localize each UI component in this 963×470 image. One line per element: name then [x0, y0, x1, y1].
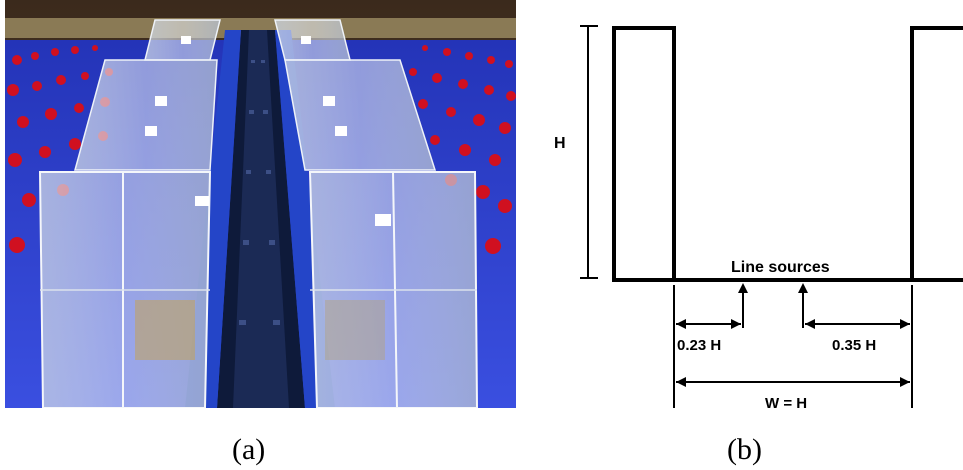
line-sources-label: Line sources: [731, 259, 830, 276]
right-source-distance-label: 0.35 H: [832, 337, 876, 354]
panel-a-caption: (a): [232, 433, 266, 466]
height-label: H: [554, 135, 566, 152]
right-glass-block-mid: [284, 59, 437, 171]
right-glass-block-far: [274, 19, 351, 61]
height-dimension: [580, 25, 598, 279]
width-dimension: [676, 377, 910, 387]
left-source-dimension: [676, 319, 741, 329]
canyon-outline: [612, 26, 963, 282]
width-label: W = H: [765, 395, 807, 412]
left-glass-block-mid: [74, 59, 218, 171]
right-source-dimension: [805, 319, 910, 329]
panel-b-caption: (b): [727, 433, 762, 466]
line-source-arrow-left: [738, 283, 748, 328]
left-source-distance-label: 0.23 H: [677, 337, 721, 354]
wind-tunnel-model-photo: [5, 0, 516, 408]
street-canyon-schematic: H Line sources 0.23 H 0.35 H W = H: [554, 25, 963, 412]
line-source-arrow-right: [798, 283, 808, 328]
